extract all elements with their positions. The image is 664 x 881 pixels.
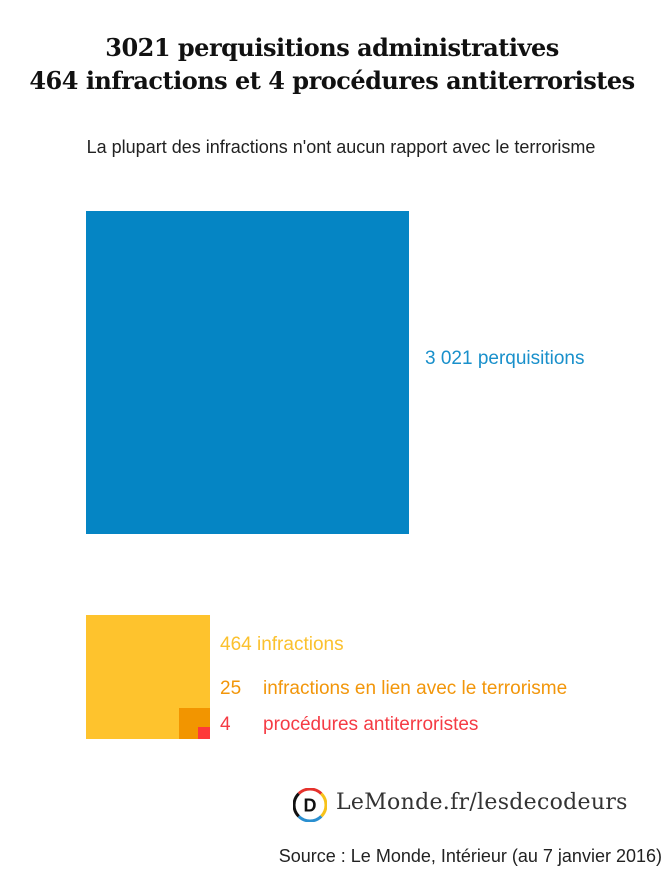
infractions-count: 464 <box>220 634 252 655</box>
terrorisme-text: infractions en lien avec le terrorisme <box>263 678 568 699</box>
procedures-label: 4 procédures antiterroristes <box>220 714 478 736</box>
source-note: Source : Le Monde, Intérieur (au 7 janvi… <box>278 846 662 866</box>
logo-letter: D <box>304 796 317 816</box>
chart-title-line2: 464 infractions et 4 procédures antiterr… <box>29 66 635 95</box>
perquisitions-label: 3 021 perquisitions <box>425 348 585 369</box>
chart-subtitle: La plupart des infractions n'ont aucun r… <box>86 137 596 157</box>
terrorisme-label: 25 infractions en lien avec le terrorisme <box>220 678 567 700</box>
infractions-text: infractions <box>256 634 344 655</box>
les-decodeurs-logo-icon: D <box>293 788 327 822</box>
perquisitions-square <box>86 211 409 534</box>
infractions-label: 464 infractions <box>220 634 344 656</box>
brand-link[interactable]: LeMonde.fr/lesdecodeurs <box>336 790 628 815</box>
procedures-text: procédures antiterroristes <box>263 714 479 735</box>
procedures-count: 4 <box>220 714 231 735</box>
procedures-square <box>198 727 210 739</box>
chart-title-line1: 3021 perquisitions administratives <box>105 33 559 62</box>
terrorisme-count: 25 <box>220 678 242 699</box>
